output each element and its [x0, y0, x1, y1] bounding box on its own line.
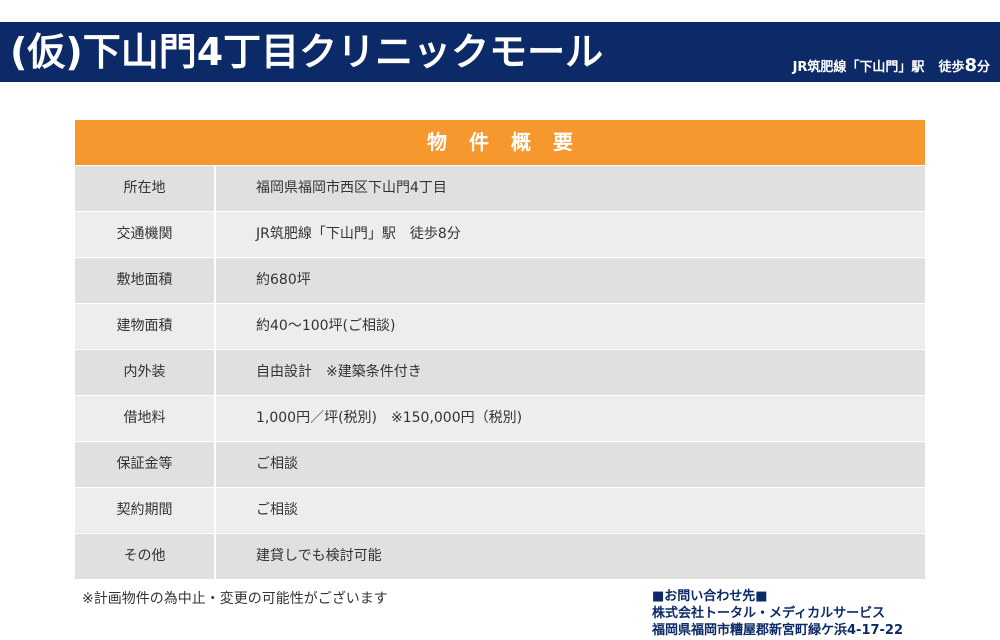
row-label: 所在地	[75, 166, 216, 211]
row-label: 交通機関	[75, 212, 216, 257]
row-value: ご相談	[256, 502, 298, 518]
table-row: 建物面積 約40～100坪(ご相談)	[75, 304, 925, 349]
row-label: その他	[75, 534, 216, 579]
table-row: 契約期間 ご相談	[75, 488, 925, 533]
row-label: 保証金等	[75, 442, 216, 487]
row-label: 敷地面積	[75, 258, 216, 303]
title-banner: (仮)下山門4丁目クリニックモール JR筑肥線「下山門」駅 徒歩8分	[0, 22, 1000, 82]
access-walk: 徒歩	[938, 60, 965, 75]
table-row: 内外装 自由設計 ※建築条件付き	[75, 350, 925, 395]
table-row: 借地料 1,000円／坪(税別) ※150,000円（税別)	[75, 396, 925, 441]
access-unit: 分	[976, 60, 990, 75]
row-label: 契約期間	[75, 488, 216, 533]
table-heading: 物件概要	[75, 120, 925, 165]
contact-block: ■お問い合わせ先■ 株式会社トータル・メディカルサービス 福岡県福岡市糟屋郡新宮…	[652, 588, 903, 639]
table-row: その他 建貸しでも検討可能	[75, 534, 925, 579]
access-info: JR筑肥線「下山門」駅 徒歩8分	[793, 55, 990, 76]
table-row: 所在地 福岡県福岡市西区下山門4丁目	[75, 166, 925, 211]
row-value: 福岡県福岡市西区下山門4丁目	[256, 180, 447, 196]
row-value: JR筑肥線「下山門」駅 徒歩8分	[256, 226, 461, 242]
row-value: 1,000円／坪(税別) ※150,000円（税別)	[256, 410, 523, 426]
row-value: 約40～100坪(ご相談)	[256, 318, 396, 334]
row-value: 建貸しでも検討可能	[256, 548, 382, 564]
contact-heading: ■お問い合わせ先■	[652, 589, 768, 604]
disclaimer-note: ※計画物件の為中止・変更の可能性がございます	[82, 591, 388, 607]
row-value: 約680坪	[256, 272, 311, 288]
access-station: JR筑肥線「下山門」駅	[792, 60, 925, 75]
company-name: 株式会社トータル・メディカルサービス	[652, 606, 886, 621]
company-address: 福岡県福岡市糟屋郡新宮町緑ケ浜4-17-22	[652, 623, 904, 638]
table-row: 保証金等 ご相談	[75, 442, 925, 487]
row-label: 借地料	[75, 396, 216, 441]
access-minutes: 8	[964, 55, 977, 76]
row-value: 自由設計 ※建築条件付き	[256, 364, 422, 380]
table-row: 交通機関 JR筑肥線「下山門」駅 徒歩8分	[75, 212, 925, 257]
table-rows: 所在地 福岡県福岡市西区下山門4丁目 交通機関 JR筑肥線「下山門」駅 徒歩8分…	[75, 166, 925, 579]
table-row: 敷地面積 約680坪	[75, 258, 925, 303]
row-label: 建物面積	[75, 304, 216, 349]
page-title: (仮)下山門4丁目クリニックモール	[10, 30, 604, 74]
row-value: ご相談	[256, 456, 298, 472]
row-label: 内外装	[75, 350, 216, 395]
property-summary-table: 物件概要 所在地 福岡県福岡市西区下山門4丁目 交通機関 JR筑肥線「下山門」駅…	[75, 120, 925, 579]
